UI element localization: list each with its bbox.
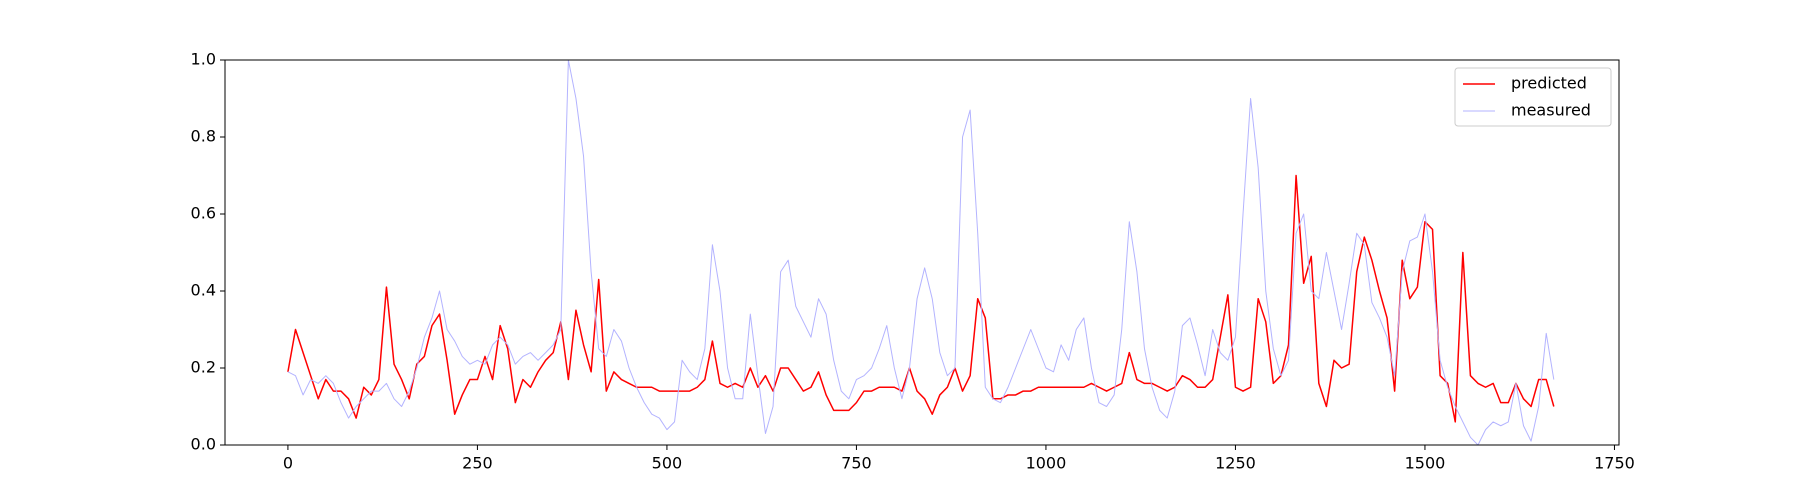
legend-label: measured bbox=[1511, 101, 1591, 120]
x-tick-label: 0 bbox=[283, 454, 293, 473]
x-tick-label: 1500 bbox=[1405, 454, 1446, 473]
plot-frame bbox=[224, 59, 1620, 446]
series-line bbox=[287, 174, 1555, 423]
x-tick-label: 750 bbox=[841, 454, 872, 473]
x-tick-label: 1000 bbox=[1026, 454, 1067, 473]
y-tick-label: 0.0 bbox=[191, 435, 216, 454]
series-line bbox=[287, 60, 1555, 445]
x-tick-label: 1750 bbox=[1594, 454, 1635, 473]
y-tick-label: 1.0 bbox=[191, 50, 216, 69]
y-tick-label: 0.4 bbox=[191, 281, 216, 300]
legend-label: predicted bbox=[1511, 74, 1587, 93]
y-tick-label: 0.2 bbox=[191, 358, 216, 377]
x-tick-label: 250 bbox=[462, 454, 493, 473]
x-tick-label: 500 bbox=[652, 454, 683, 473]
x-tick-label: 1250 bbox=[1215, 454, 1256, 473]
y-tick-label: 0.6 bbox=[191, 204, 216, 223]
y-tick-label: 0.8 bbox=[191, 127, 216, 146]
